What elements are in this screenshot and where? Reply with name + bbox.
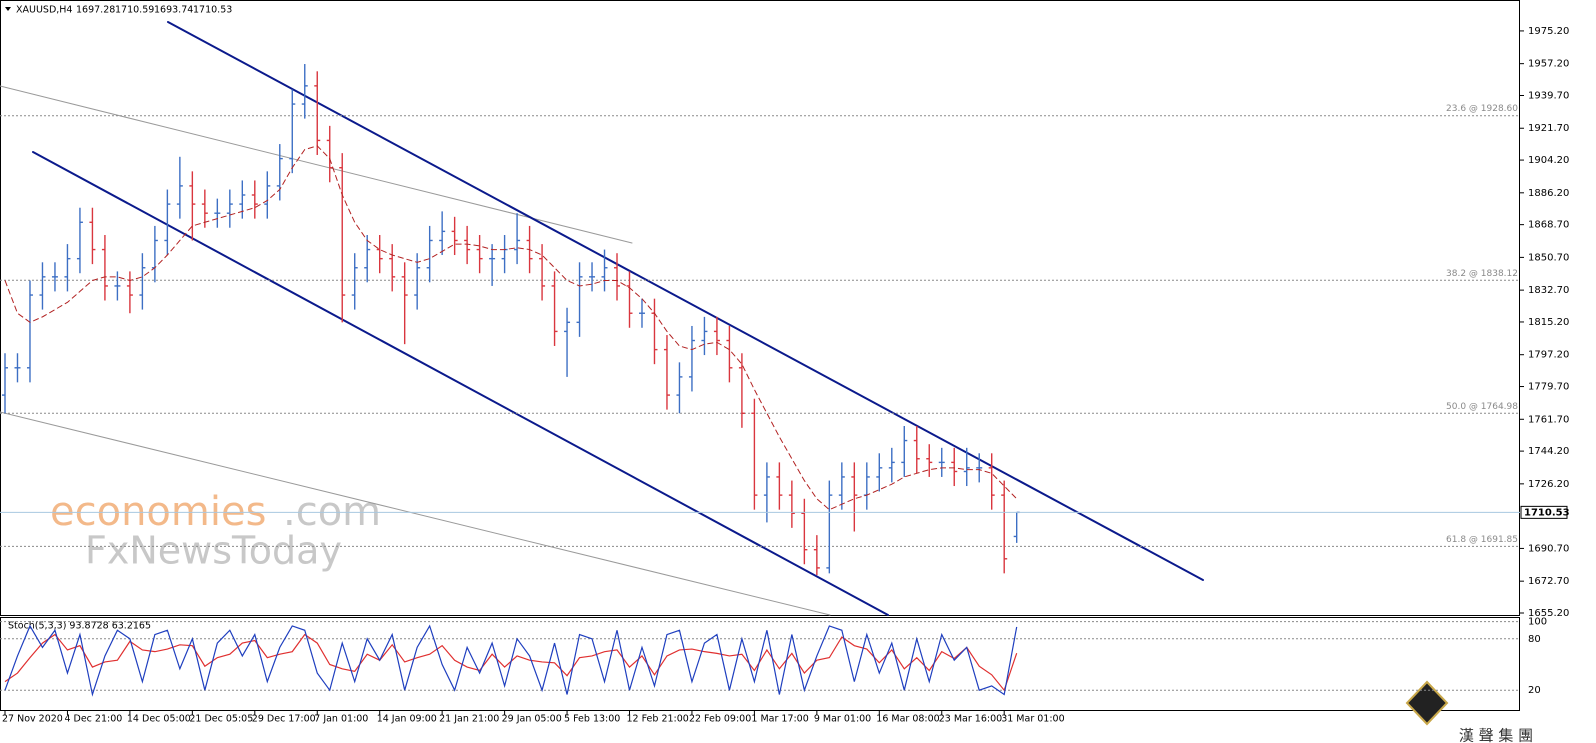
- channel-line: [167, 21, 1204, 581]
- x-tick-label: 12 Feb 21:00: [627, 714, 689, 725]
- fib-label: 61.8 @ 1691.85: [1446, 535, 1518, 545]
- x-tick-label: 22 Feb 09:00: [689, 714, 751, 725]
- fib-label: 38.2 @ 1838.12: [1446, 269, 1518, 279]
- y-tick-label: 1672.70: [1528, 576, 1569, 587]
- x-tick-label: 21 Dec 05:05: [189, 714, 253, 725]
- x-tick-label: 29 Jan 05:00: [502, 714, 562, 725]
- y-tick-label: 1921.70: [1528, 123, 1569, 134]
- stoch-title: Stoch(5,3,3) 93.8728 63.2165: [8, 621, 151, 632]
- ohlc-value: 1697.28: [76, 5, 115, 16]
- ohlc-value: 1710.59: [115, 5, 154, 16]
- x-tick-label: 21 Jan 21:00: [439, 714, 499, 725]
- y-tick-label: 1655.20: [1528, 608, 1569, 619]
- stoch-line: [4, 624, 1018, 697]
- y-tick-label: 1726.20: [1528, 479, 1569, 490]
- x-tick-label: 27 Nov 2020: [2, 714, 63, 725]
- symbol-label: XAUUSD,H4: [16, 5, 72, 16]
- y-tick-label: 1957.20: [1528, 59, 1569, 70]
- fib-label: 23.6 @ 1928.60: [1446, 104, 1518, 114]
- fib-label: 50.0 @ 1764.98: [1446, 402, 1518, 412]
- y-tick-label: 1761.70: [1528, 414, 1569, 425]
- logo: 漢 聲 集 團: [1405, 680, 1533, 743]
- y-tick-label: 1815.20: [1528, 317, 1569, 328]
- x-tick-label: 31 Mar 01:00: [1001, 714, 1064, 725]
- x-tick-label: 9 Mar 01:00: [814, 714, 871, 725]
- y-tick-label: 1832.70: [1528, 285, 1569, 296]
- dropdown-icon[interactable]: [5, 7, 11, 11]
- moving-average: [4, 145, 1018, 511]
- x-tick-label: 7 Jan 01:00: [314, 714, 368, 725]
- price-pane: [0, 0, 1520, 616]
- x-tick-label: 23 Mar 16:00: [939, 714, 1002, 725]
- y-tick-label: 1744.20: [1528, 446, 1569, 457]
- x-tick-label: 16 Mar 08:00: [876, 714, 939, 725]
- y-tick-label: 1886.20: [1528, 188, 1569, 199]
- y-tick-label: 1850.70: [1528, 252, 1569, 263]
- ohlc-bars: [2, 64, 1020, 576]
- price-label: 1710.53: [1524, 507, 1570, 518]
- y-tick-label: 1868.70: [1528, 220, 1569, 231]
- drawings: [0, 21, 1204, 616]
- x-tick-label: 14 Dec 05:00: [127, 714, 191, 725]
- ohlc-value: 1693.74: [154, 5, 193, 16]
- y-tick-label: 1904.20: [1528, 155, 1569, 166]
- logo-mark: [1405, 680, 1449, 726]
- y-tick-label: 80: [1528, 634, 1541, 645]
- ohlc-value: 1710.53: [193, 5, 232, 16]
- x-tick-label: 4 Dec 21:00: [64, 714, 122, 725]
- price-box: [1520, 505, 1568, 519]
- y-tick-label: 100: [1528, 617, 1547, 628]
- y-tick-label: 1779.70: [1528, 382, 1569, 393]
- trend-line: [0, 85, 633, 244]
- y-tick-label: 1939.70: [1528, 90, 1569, 101]
- watermark-text: FxNewsToday: [85, 529, 342, 573]
- x-tick-label: 1 Mar 17:00: [751, 714, 808, 725]
- logo-text: 漢 聲 集 團: [1459, 727, 1533, 743]
- stoch-pane: [0, 617, 1520, 711]
- watermark: economies .com FxNewsToday: [50, 489, 381, 573]
- trend-line: [0, 411, 831, 616]
- x-tick-label: 29 Dec 17:00: [252, 714, 316, 725]
- y-tick-label: 1797.20: [1528, 350, 1569, 361]
- x-tick-label: 5 Feb 13:00: [564, 714, 620, 725]
- x-tick-label: 14 Jan 09:00: [377, 714, 437, 725]
- y-tick-label: 20: [1528, 685, 1541, 696]
- y-tick-label: 1975.20: [1528, 26, 1569, 37]
- y-tick-label: 1690.70: [1528, 543, 1569, 554]
- channel-line: [32, 151, 889, 616]
